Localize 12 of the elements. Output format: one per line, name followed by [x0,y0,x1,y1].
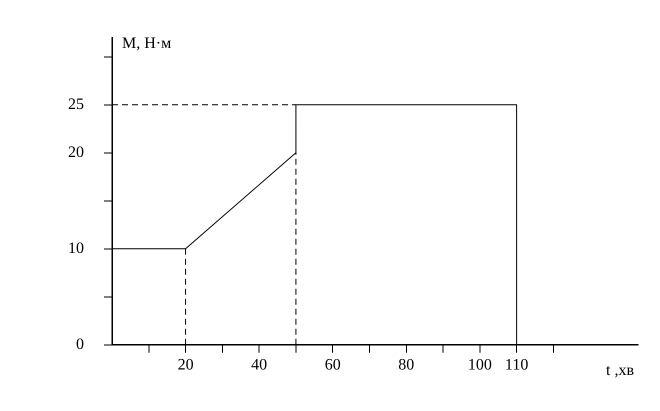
y-tick-label: 0 [76,336,84,354]
y-tick-label: 25 [68,96,84,114]
y-axis-title: M, Н·м [122,34,172,52]
y-tick-label: 20 [68,144,84,162]
x-axis-title: t ,хв [606,362,634,380]
x-tick-label: 110 [504,356,528,374]
x-tick-label: 80 [398,356,414,374]
x-tick-label: 60 [324,356,341,374]
y-tick-label: 10 [68,240,84,258]
x-tick-label: 40 [251,356,268,374]
x-tick-label: 100 [468,356,492,374]
x-tick-label: 20 [178,356,194,374]
